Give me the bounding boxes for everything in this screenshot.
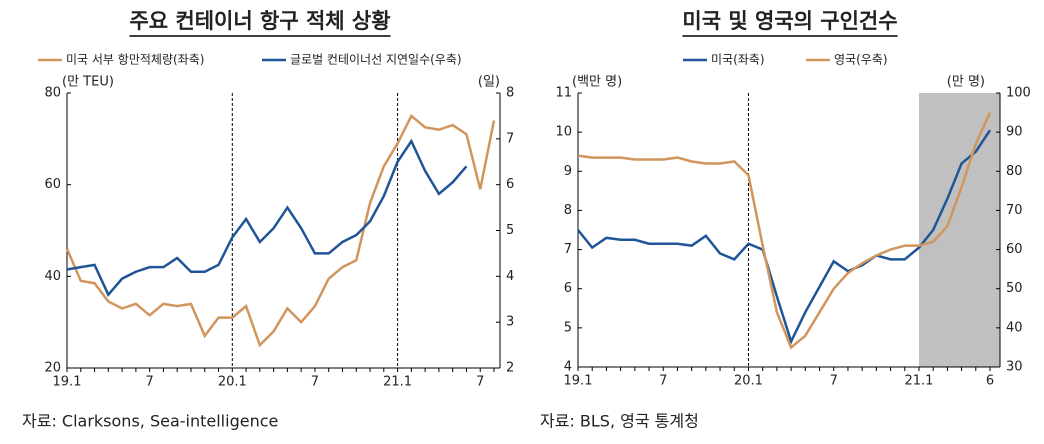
y-tick-label: 5 <box>564 320 572 335</box>
y2-tick-label: 90 <box>1006 125 1023 140</box>
chart-title: 주요 컨테이너 항구 적체 상황 <box>129 9 390 33</box>
legend-label: 영국(우축) <box>834 53 888 67</box>
y-tick-label: 11 <box>555 86 572 101</box>
y2-tick-label: 30 <box>1006 360 1023 375</box>
y2-tick-label: 8 <box>506 86 514 101</box>
legend-label: 미국(좌축) <box>711 53 765 67</box>
y2-tick-label: 80 <box>1006 164 1023 179</box>
x-tick-label: 6 <box>986 374 994 389</box>
x-tick-label: 20.1 <box>218 375 247 390</box>
y2-tick-label: 40 <box>1006 320 1023 335</box>
y-tick-label: 9 <box>564 164 572 179</box>
x-tick-label: 7 <box>830 374 838 389</box>
y-tick-label: 60 <box>44 177 61 192</box>
source-note: 자료: BLS, 영국 통계청 <box>540 412 699 431</box>
series-line <box>577 112 992 350</box>
y2-axis-label: (일) <box>478 75 500 90</box>
source-note: 자료: Clarksons, Sea-intelligence <box>22 412 278 431</box>
legend-label: 글로벌 컨테이너선 지연일수(우축) <box>290 53 462 67</box>
y2-tick-label: 50 <box>1006 281 1023 296</box>
legend-label: 미국 서부 항만적체량(좌축) <box>66 53 204 67</box>
y2-tick-label: 3 <box>506 315 514 330</box>
y2-tick-label: 2 <box>506 361 514 376</box>
x-tick-label: 21.1 <box>383 375 412 390</box>
y2-tick-label: 7 <box>506 131 514 146</box>
y-tick-label: 8 <box>564 203 572 218</box>
x-tick-label: 7 <box>659 374 667 389</box>
x-tick-label: 20.1 <box>734 374 763 389</box>
y2-tick-label: 60 <box>1006 242 1023 257</box>
y2-tick-label: 70 <box>1006 203 1023 218</box>
x-tick-label: 7 <box>311 375 319 390</box>
y2-tick-label: 5 <box>506 223 514 238</box>
x-tick-label: 7 <box>146 375 154 390</box>
y-tick-label: 20 <box>44 361 61 376</box>
x-tick-label: 21.1 <box>904 374 933 389</box>
y2-tick-label: 6 <box>506 177 514 192</box>
y2-tick-label: 100 <box>1006 86 1031 101</box>
y-tick-label: 6 <box>564 281 572 296</box>
y-tick-label: 4 <box>564 360 572 375</box>
y-tick-label: 7 <box>564 242 572 257</box>
y-tick-label: 40 <box>44 269 61 284</box>
chart-title: 미국 및 영국의 구인건수 <box>682 9 897 33</box>
x-tick-label: 19.1 <box>564 374 593 389</box>
series-line <box>65 113 496 348</box>
x-tick-label: 7 <box>476 375 484 390</box>
y-tick-label: 10 <box>555 125 572 140</box>
y-tick-label: 80 <box>44 86 61 101</box>
series-line <box>66 138 468 297</box>
y-axis-label: (만 TEU) <box>62 75 114 90</box>
y2-tick-label: 4 <box>506 269 514 284</box>
y-axis-label: (백만 명) <box>572 75 622 90</box>
y2-axis-label: (만 명) <box>947 75 985 90</box>
x-tick-label: 19.1 <box>53 375 82 390</box>
